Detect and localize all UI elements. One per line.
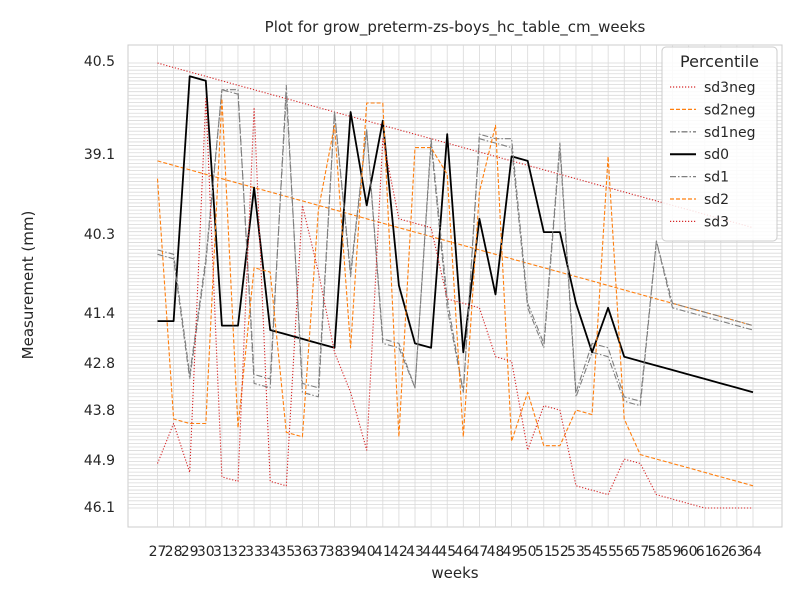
y-axis-ticks: 39.1 40.3 41.4 42.8 43.8 44.9 46.1 40.5 [84, 54, 115, 516]
legend-box [661, 46, 778, 242]
legend-label-sd2neg: sd2neg [704, 102, 755, 118]
x-tick-label: 35 [277, 544, 295, 560]
legend-title: Percentile [680, 52, 759, 71]
x-tick-label: 33 [245, 544, 263, 560]
x-tick-label: 46 [454, 544, 472, 560]
x-tick-label: 47 [470, 544, 488, 560]
x-tick-label: 40 [358, 544, 376, 560]
x-tick-label: 31 [213, 544, 231, 560]
x-tick-label: 30 [197, 544, 215, 560]
x-tick-label: 44 [422, 544, 440, 560]
x-tick-label: 39 [342, 544, 360, 560]
legend-label-sd1neg: sd1neg [704, 125, 755, 141]
x-tick-label: 49 [503, 544, 521, 560]
x-tick-label: 51 [535, 544, 553, 560]
x-tick-label: 53 [567, 544, 585, 560]
legend-label-sd3: sd3 [704, 214, 729, 230]
x-tick-label: 64 [744, 544, 762, 560]
x-tick-label: 41 [374, 544, 392, 560]
legend-label-sd1: sd1 [704, 170, 729, 186]
y-tick-label: 41.4 [84, 306, 115, 322]
x-tick-label: 29 [181, 544, 199, 560]
series-line-sd2 [156, 98, 754, 487]
x-tick-label: 38 [326, 544, 344, 560]
x-tick-label: 28 [165, 544, 183, 560]
x-tick-label: 59 [664, 544, 682, 560]
y-tick-label: 42.8 [84, 356, 115, 372]
x-tick-label: 52 [551, 544, 569, 560]
grid [128, 45, 782, 527]
x-tick-label: 61 [696, 544, 714, 560]
chart-title: Plot for grow_preterm-zs-boys_hc_table_c… [265, 18, 646, 37]
legend-label-sd3neg: sd3neg [704, 80, 755, 96]
y-tick-label: 44.9 [84, 453, 115, 469]
x-tick-label: 42 [390, 544, 408, 560]
y-axis-label: Measurement (mm) [19, 211, 37, 360]
x-tick-label: 63 [728, 544, 746, 560]
x-axis-label: weeks [431, 564, 478, 582]
x-tick-label: 32 [229, 544, 247, 560]
x-tick-label: 57 [631, 544, 649, 560]
y-tick-label: 43.8 [84, 403, 115, 419]
x-tick-label: 62 [712, 544, 730, 560]
x-tick-label: 36 [293, 544, 311, 560]
series-line-sd1 [157, 84, 754, 402]
x-tick-label: 54 [583, 544, 601, 560]
y-tick-label: 39.1 [84, 147, 115, 163]
legend-label-sd0: sd0 [704, 147, 729, 163]
x-tick-label: 43 [406, 544, 424, 560]
series-layer [156, 62, 754, 509]
x-tick-label: 34 [261, 544, 279, 560]
series-line-sd1neg [157, 89, 754, 407]
x-tick-label: 27 [149, 544, 167, 560]
series-line-sd3 [156, 98, 753, 509]
series-line-sd0 [157, 75, 754, 394]
x-tick-label: 56 [615, 544, 633, 560]
series-line-sd3neg [157, 62, 754, 229]
y-tick-label: 40.5 [84, 54, 115, 70]
x-tick-label: 45 [438, 544, 456, 560]
legend-label-sd2: sd2 [704, 192, 729, 208]
y-tick-label: 40.3 [84, 227, 115, 243]
x-axis-ticks: 2728293031323334353637383940414243444546… [149, 544, 762, 560]
y-tick-label: 46.1 [84, 500, 115, 516]
x-tick-label: 48 [487, 544, 505, 560]
x-tick-label: 50 [519, 544, 537, 560]
x-tick-label: 58 [648, 544, 666, 560]
legend: Percentile sd3neg sd2neg sd1neg sd0 sd1 sd2 sd3 [661, 46, 778, 242]
x-tick-label: 55 [599, 544, 617, 560]
x-tick-label: 60 [680, 544, 698, 560]
x-tick-label: 37 [310, 544, 328, 560]
